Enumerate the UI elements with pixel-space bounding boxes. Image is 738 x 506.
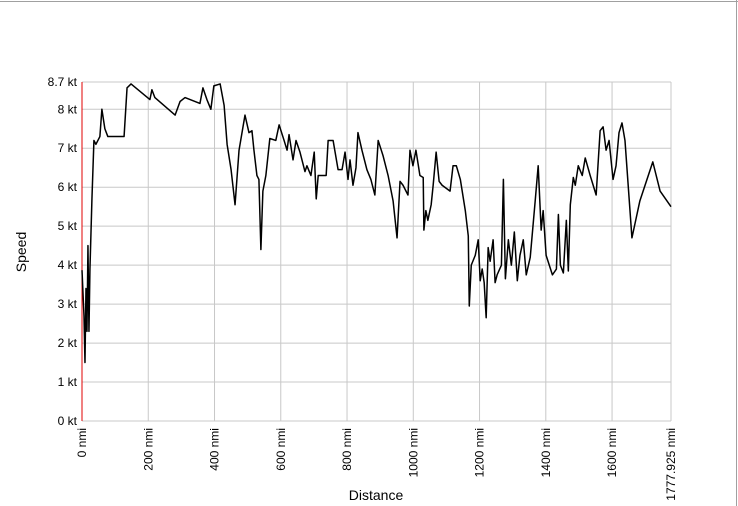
x-tick-label: 200 nmi (141, 428, 155, 471)
x-tick-label: 1000 nmi (406, 428, 420, 477)
x-tick-label: 400 nmi (208, 428, 222, 471)
speed-line (81, 83, 672, 364)
x-axis-label: Distance (349, 487, 404, 503)
y-tick-label: 8.7 kt (48, 75, 78, 89)
y-tick-label: 7 kt (58, 141, 78, 155)
y-tick-label: 5 kt (58, 219, 78, 233)
x-tick-label: 0 nmi (75, 428, 89, 457)
x-tick-label: 800 nmi (340, 428, 354, 471)
y-tick-label: 1 kt (58, 375, 78, 389)
y-tick-label: 3 kt (58, 297, 78, 311)
y-axis-label: Speed (13, 232, 29, 272)
x-tick-label: 1600 nmi (605, 428, 619, 477)
y-tick-label: 0 kt (58, 414, 78, 428)
y-tick-label: 6 kt (58, 180, 78, 194)
x-tick-label: 1400 nmi (539, 428, 553, 477)
y-tick-label: 4 kt (58, 258, 78, 272)
x-tick-label: 600 nmi (274, 428, 288, 471)
x-tick-label: 1777.925 nmi (664, 428, 678, 501)
y-tick-label: 2 kt (58, 336, 78, 350)
x-tick-label: 1200 nmi (473, 428, 487, 477)
y-tick-label: 8 kt (58, 102, 78, 116)
